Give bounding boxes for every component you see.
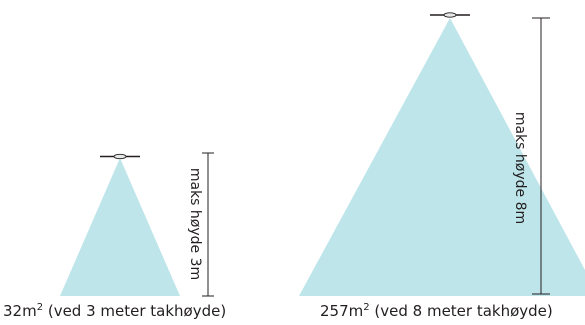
small-area-value: 32m — [3, 302, 37, 320]
small-ceiling-lamp-icon — [100, 153, 140, 160]
large-ceiling-lamp-icon — [430, 12, 470, 18]
large-area-value: 257m — [320, 302, 364, 320]
large-height-dimension — [532, 17, 550, 295]
small-area-suffix: (ved 3 meter takhøyde) — [43, 302, 227, 320]
small-height-dimension — [202, 152, 214, 297]
large-area-caption: 257m2 (ved 8 meter takhøyde) — [320, 302, 553, 320]
large-light-beam — [299, 18, 585, 296]
large-area-exponent: 2 — [363, 302, 370, 313]
small-area-caption: 32m2 (ved 3 meter takhøyde) — [3, 302, 226, 320]
small-area-exponent: 2 — [36, 302, 44, 313]
large-light-group: maks høyde 8m — [299, 12, 585, 296]
small-height-label: maks høyde 3m — [187, 168, 203, 280]
large-area-suffix: (ved 8 meter takhøyde) — [369, 302, 553, 320]
large-height-label: maks høyde 8m — [512, 112, 528, 224]
small-light-group: maks høyde 3m — [60, 152, 214, 297]
small-light-beam — [60, 158, 180, 296]
